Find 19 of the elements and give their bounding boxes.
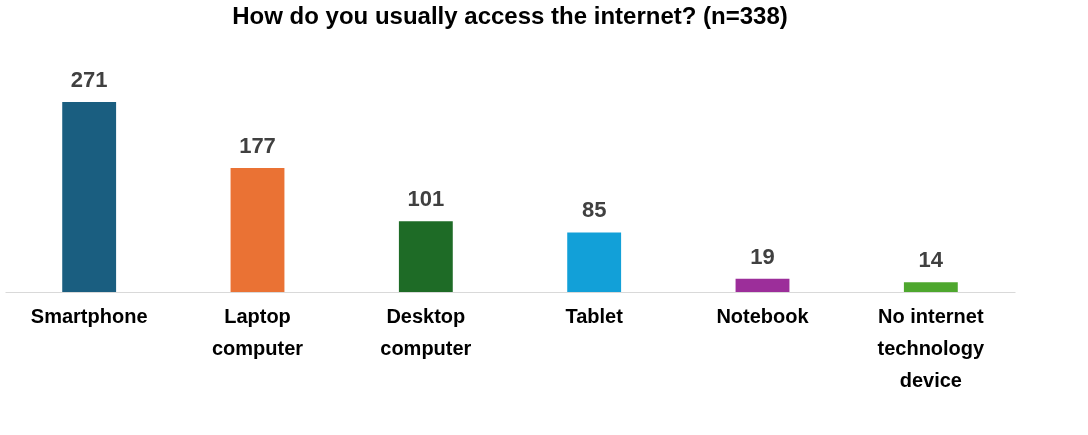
bar [903, 282, 958, 292]
bar [567, 232, 622, 292]
x-tick-label: No internet technology device [877, 304, 986, 391]
x-tick-label: Smartphone [30, 304, 148, 327]
data-label: 14 [918, 247, 944, 273]
bar [735, 278, 790, 292]
data-label: 271 [70, 67, 108, 92]
data-label: 177 [239, 132, 276, 158]
bar [62, 102, 117, 292]
chart-title: How do you usually access the internet? (n=338) [232, 2, 788, 29]
bar [398, 221, 453, 292]
x-tick-label: Tablet [565, 304, 624, 327]
data-label: 85 [581, 197, 607, 223]
bar [230, 167, 285, 292]
x-tick-label: Notebook [716, 304, 810, 327]
x-tick-label: Laptop computer [211, 304, 304, 359]
data-label: 19 [750, 243, 775, 269]
x-tick-label: Desktop computer [380, 304, 472, 359]
data-label: 101 [407, 186, 445, 212]
